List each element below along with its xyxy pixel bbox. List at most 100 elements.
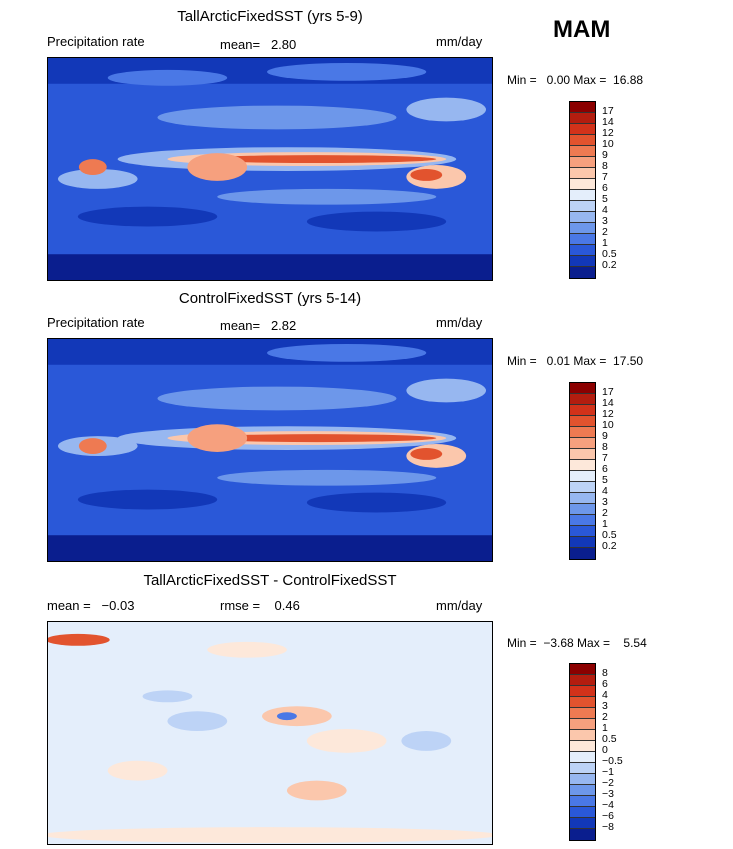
panel-3-difference-map — [47, 621, 493, 845]
colorbar-swatch — [570, 796, 595, 807]
colorbar-swatch — [570, 135, 595, 146]
colorbar-tick-label: 3 — [602, 496, 608, 508]
colorbar-swatch — [570, 449, 595, 460]
colorbar-swatch — [570, 427, 595, 438]
panel-2-mean-label: mean= 2.82 — [220, 318, 297, 333]
colorbar-tick-label: −2 — [602, 777, 614, 789]
colorbar-swatch — [570, 686, 595, 697]
colorbar-tick-label: 6 — [602, 182, 608, 194]
colorbar-swatch — [570, 102, 595, 113]
colorbar-swatch — [570, 416, 595, 427]
colorbar-tick-label: 3 — [602, 700, 608, 712]
colorbar-swatch — [570, 697, 595, 708]
panel-2-colorbar-ticks: 17 14 12 10 9 8 7 6 5 4 3 2 1 0.5 0.2 — [602, 382, 617, 552]
panel-2-title: ControlFixedSST (yrs 5-14) — [178, 290, 362, 307]
colorbar-swatch — [570, 741, 595, 752]
colorbar-tick-label: 1 — [602, 237, 608, 249]
panel-1-mean-label: mean= 2.80 — [220, 37, 297, 52]
colorbar-swatch — [570, 774, 595, 785]
panel-3-title: TallArcticFixedSST - ControlFixedSST — [143, 572, 397, 589]
panel-1-units: mm/day — [436, 34, 483, 49]
colorbar-swatch — [570, 675, 595, 686]
colorbar-swatch — [570, 405, 595, 416]
colorbar-tick-label: 10 — [602, 419, 614, 431]
colorbar-tick-label: 8 — [602, 160, 608, 172]
panel-3-colorbar — [569, 663, 596, 841]
colorbar-swatch — [570, 383, 595, 394]
colorbar-swatch — [570, 124, 595, 135]
colorbar-tick-label: 1 — [602, 722, 608, 734]
colorbar-tick-label: 7 — [602, 452, 608, 464]
colorbar-tick-label: 12 — [602, 127, 614, 139]
colorbar-tick-label: 5 — [602, 193, 608, 205]
panel-1-variable-label: Precipitation rate — [47, 34, 145, 49]
colorbar-tick-label: 3 — [602, 215, 608, 227]
colorbar-tick-label: 4 — [602, 485, 608, 497]
panel-1-colorbar — [569, 101, 596, 279]
colorbar-swatch — [570, 234, 595, 245]
colorbar-swatch — [570, 708, 595, 719]
colorbar-swatch — [570, 537, 595, 548]
season-label: MAM — [553, 16, 611, 43]
colorbar-swatch — [570, 515, 595, 526]
colorbar-swatch — [570, 267, 595, 278]
panel-3-min-max: Min = −3.68 Max = 5.54 — [507, 636, 647, 650]
colorbar-tick-label: −8 — [602, 821, 614, 833]
panel-2-precip-map — [47, 338, 493, 562]
colorbar-swatch — [570, 168, 595, 179]
colorbar-swatch — [570, 245, 595, 256]
colorbar-tick-label: 8 — [602, 441, 608, 453]
colorbar-tick-label: 10 — [602, 138, 614, 150]
colorbar-tick-label: 0.2 — [602, 540, 617, 552]
colorbar-swatch — [570, 829, 595, 840]
colorbar-tick-label: 0.5 — [602, 733, 617, 745]
colorbar-swatch — [570, 730, 595, 741]
colorbar-tick-label: 2 — [602, 507, 608, 519]
colorbar-swatch — [570, 763, 595, 774]
colorbar-swatch — [570, 179, 595, 190]
panel-1-precip-map — [47, 57, 493, 281]
panel-1-title: TallArcticFixedSST (yrs 5-9) — [177, 8, 363, 25]
colorbar-swatch — [570, 394, 595, 405]
colorbar-swatch — [570, 113, 595, 124]
colorbar-tick-label: 8 — [602, 667, 608, 679]
colorbar-tick-label: 0.5 — [602, 529, 617, 541]
colorbar-swatch — [570, 223, 595, 234]
colorbar-swatch — [570, 526, 595, 537]
colorbar-tick-label: 14 — [602, 116, 614, 128]
colorbar-tick-label: 9 — [602, 430, 608, 442]
colorbar-swatch — [570, 719, 595, 730]
colorbar-swatch — [570, 807, 595, 818]
colorbar-swatch — [570, 256, 595, 267]
colorbar-tick-label: 2 — [602, 711, 608, 723]
colorbar-tick-label: 7 — [602, 171, 608, 183]
panel-2-min-max: Min = 0.01 Max = 17.50 — [507, 354, 644, 368]
colorbar-tick-label: −3 — [602, 788, 614, 800]
colorbar-swatch — [570, 664, 595, 675]
colorbar-swatch — [570, 190, 595, 201]
panel-1-colorbar-ticks: 17 14 12 10 9 8 7 6 5 4 3 2 1 0.5 0.2 — [602, 101, 617, 271]
colorbar-tick-label: 1 — [602, 518, 608, 530]
colorbar-tick-label: 4 — [602, 204, 608, 216]
colorbar-swatch — [570, 460, 595, 471]
colorbar-swatch — [570, 201, 595, 212]
panel-2-variable-label: Precipitation rate — [47, 315, 145, 330]
colorbar-tick-label: 6 — [602, 463, 608, 475]
colorbar-swatch — [570, 212, 595, 223]
panel-2-units: mm/day — [436, 315, 483, 330]
panel-1-min-max: Min = 0.00 Max = 16.88 — [507, 73, 644, 87]
panel-2-colorbar — [569, 382, 596, 560]
colorbar-tick-label: 14 — [602, 397, 614, 409]
colorbar-tick-label: 17 — [602, 386, 614, 398]
colorbar-swatch — [570, 438, 595, 449]
colorbar-swatch — [570, 482, 595, 493]
colorbar-swatch — [570, 146, 595, 157]
colorbar-tick-label: −0.5 — [602, 755, 623, 767]
panel-3-rmse-label: rmse = 0.46 — [220, 598, 300, 613]
colorbar-swatch — [570, 504, 595, 515]
colorbar-swatch — [570, 157, 595, 168]
colorbar-swatch — [570, 493, 595, 504]
colorbar-tick-label: 6 — [602, 678, 608, 690]
colorbar-tick-label: 12 — [602, 408, 614, 420]
panel-3-mean-label: mean = −0.03 — [47, 598, 135, 613]
